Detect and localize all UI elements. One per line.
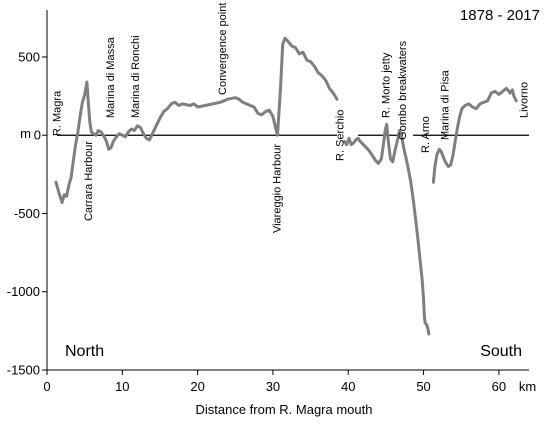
x-tick-label: 50	[416, 379, 430, 394]
location-label: R. Morto jetty	[381, 52, 393, 118]
labels-layer: 1878 - 2017 North South Distance from R.…	[7, 3, 540, 417]
x-axis-title: Distance from R. Magra mouth	[195, 402, 372, 417]
x-tick-label: 30	[266, 379, 280, 394]
location-label: Carrara Harbour	[83, 141, 95, 221]
shoreline-series-segment-2	[343, 122, 431, 336]
y-tick-label: -1000	[7, 284, 40, 299]
location-label: R. Arno	[420, 116, 432, 153]
x-tick-label: 60	[492, 379, 506, 394]
south-label: South	[480, 343, 522, 360]
location-label: Livorno	[519, 82, 531, 118]
shoreline-series-segment-3	[431, 86, 518, 184]
location-label: Convergence point	[217, 3, 229, 95]
series-layer	[54, 36, 518, 336]
x-tick-label: 0	[43, 379, 50, 394]
period-label: 1878 - 2017	[460, 7, 540, 24]
shoreline-series-segment-1	[54, 36, 339, 204]
north-label: North	[65, 343, 104, 360]
y-axis-unit: m	[20, 126, 31, 141]
y-tick-label: -500	[14, 206, 40, 221]
location-label: Marina di Ronchi	[130, 35, 142, 118]
x-axis-unit: km	[519, 379, 536, 394]
location-label: Viareggio Harbour	[272, 144, 284, 233]
location-label: Marina di Pisa	[439, 69, 451, 140]
y-tick-label: 0	[34, 128, 41, 143]
x-tick-label: 20	[190, 379, 204, 394]
location-label: R. Magra	[52, 90, 64, 136]
x-tick-label: 10	[115, 379, 129, 394]
x-tick-label: 40	[341, 379, 355, 394]
location-label: Marina di Massa	[105, 36, 117, 118]
y-tick-label: -1500	[7, 363, 40, 378]
location-label: R. Serchio	[335, 110, 347, 161]
location-label: Gombo breakwaters	[397, 40, 409, 140]
y-tick-label: 500	[18, 49, 40, 64]
